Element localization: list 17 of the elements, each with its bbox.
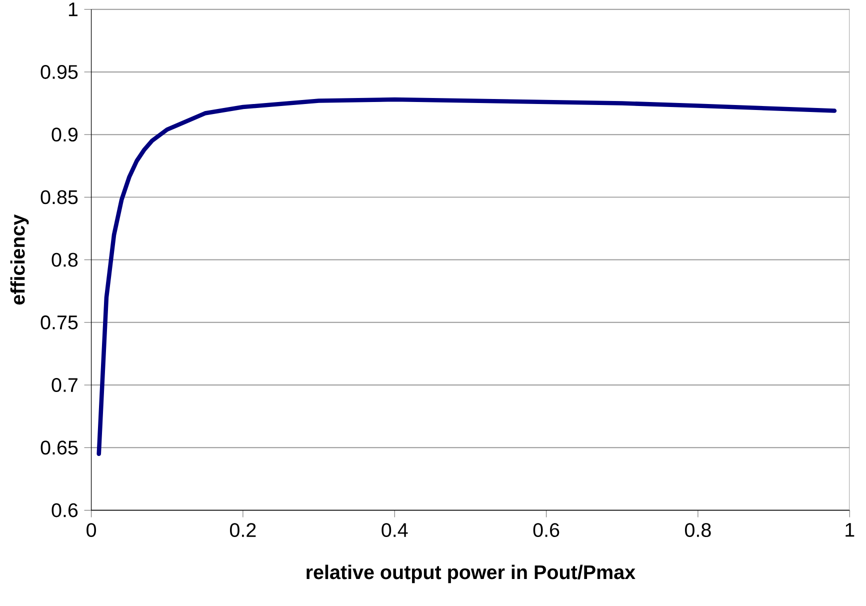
y-tick-label: 0.85 [40, 190, 78, 204]
x-tick-label: 0.4 [382, 522, 408, 537]
y-tick-label: 0.6 [52, 503, 78, 518]
y-tick-label: 0.7 [52, 378, 78, 392]
x-axis-title: relative output power in Pout/Pmax [306, 564, 636, 584]
y-tick-label: 1 [68, 2, 78, 16]
y-tick-label: 0.65 [40, 440, 78, 455]
y-tick-label: 0.9 [52, 128, 78, 142]
y-tick-label: 0.75 [40, 315, 78, 330]
x-tick-label: 0.2 [230, 522, 256, 537]
x-tick-label: 0.8 [685, 522, 711, 537]
x-tick-label: 0.6 [533, 522, 560, 537]
x-tick-label: 0 [86, 522, 96, 537]
y-axis-title: efficiency [10, 214, 29, 304]
x-tick-label: 1 [846, 522, 854, 537]
y-tick-label: 0.95 [40, 64, 78, 79]
y-tick-label: 0.8 [52, 252, 78, 267]
